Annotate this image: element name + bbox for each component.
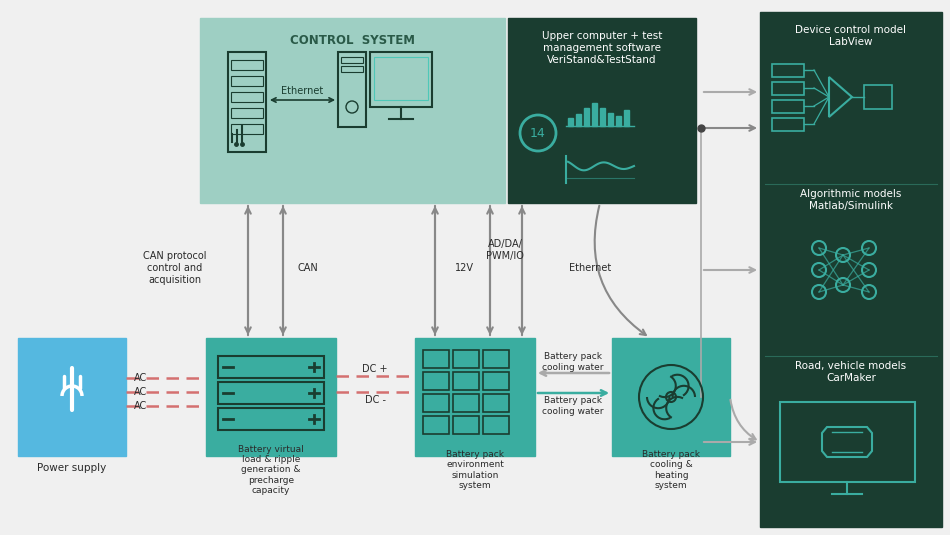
Text: DC +: DC + [362,364,388,374]
Bar [483,350,509,368]
Bar [772,118,804,131]
Bar [423,372,449,390]
Text: AC: AC [134,373,147,383]
Bar [231,60,263,70]
Bar [341,66,363,72]
Bar [608,113,613,126]
Bar [772,64,804,77]
Bar [341,57,363,63]
Text: VeriStand&TestStand: VeriStand&TestStand [547,55,656,65]
Bar [453,372,479,390]
Bar [780,402,915,482]
Bar [231,92,263,102]
Bar [483,372,509,390]
Text: 12V: 12V [455,263,474,273]
Text: Ethernet: Ethernet [281,86,323,96]
Bar [483,394,509,412]
Bar [760,12,942,527]
Bar [772,100,804,113]
Bar [864,85,892,109]
Bar [231,76,263,86]
Bar [200,18,505,203]
Bar [18,338,126,456]
Bar [584,108,589,126]
Bar [218,382,324,404]
Bar [423,350,449,368]
Text: Battery pack
cooling water: Battery pack cooling water [542,396,604,416]
Bar [415,338,535,456]
Text: Ethernet: Ethernet [569,263,611,273]
Bar [206,338,336,456]
Bar [624,110,629,126]
Bar [374,57,428,100]
Text: Battery pack
cooling &
heating
system: Battery pack cooling & heating system [642,450,700,490]
Text: CAN: CAN [297,263,318,273]
Bar [453,416,479,434]
Bar [231,108,263,118]
Text: AC: AC [134,387,147,397]
Bar [453,394,479,412]
Bar [508,18,696,203]
Bar [231,124,263,134]
Text: CarMaker: CarMaker [826,373,876,383]
Bar [218,356,324,378]
Bar [338,52,366,127]
Text: 14: 14 [530,126,546,140]
Bar [612,338,730,456]
Text: Matlab/Simulink: Matlab/Simulink [809,201,893,211]
Bar [616,116,621,126]
Bar [483,416,509,434]
Bar [423,394,449,412]
Bar [592,103,597,126]
Text: Battery virtual
load & ripple
generation &
precharge
capacity: Battery virtual load & ripple generation… [238,445,304,495]
Text: management software: management software [543,43,661,53]
Bar [576,114,581,126]
Text: DC -: DC - [365,395,386,405]
Text: AC: AC [134,401,147,411]
Text: Upper computer + test: Upper computer + test [542,31,662,41]
Text: CONTROL  SYSTEM: CONTROL SYSTEM [290,34,414,47]
Text: Device control model: Device control model [795,25,906,35]
Bar [600,108,605,126]
Text: Battery pack
environment
simulation
system: Battery pack environment simulation syst… [446,450,504,490]
Text: AD/DA/
PWM/IO: AD/DA/ PWM/IO [486,239,524,261]
Text: Road, vehicle models: Road, vehicle models [795,361,906,371]
Bar [228,52,266,152]
Text: LabView: LabView [829,37,873,47]
Bar [423,416,449,434]
Text: CAN protocol
control and
acquisition: CAN protocol control and acquisition [143,251,207,285]
Text: Algorithmic models: Algorithmic models [800,189,902,199]
Text: Battery pack
cooling water: Battery pack cooling water [542,353,604,372]
Bar [453,350,479,368]
Bar [218,408,324,430]
Text: Power supply: Power supply [37,463,106,473]
Bar [772,82,804,95]
Bar [568,118,573,126]
Bar [370,52,432,107]
